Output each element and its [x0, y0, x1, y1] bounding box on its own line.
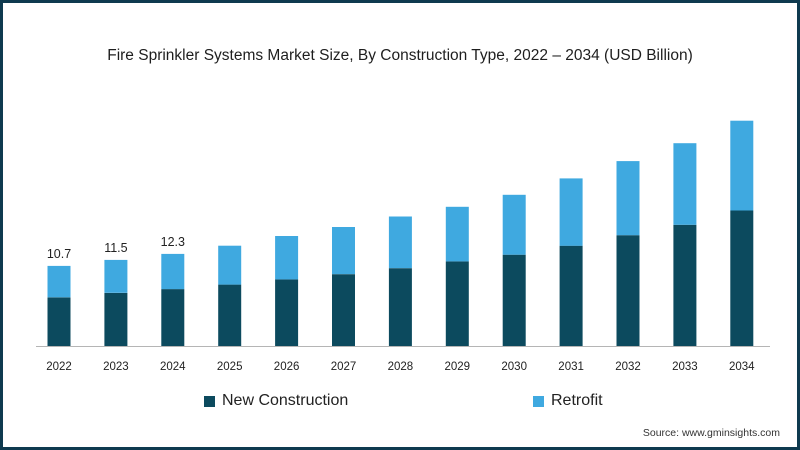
- bar-retrofit-2027: [332, 227, 355, 275]
- bar-new-construction-2028: [388, 268, 412, 346]
- bar-new-construction-2032: [616, 235, 640, 346]
- x-tick-label-2034: 2034: [729, 361, 755, 373]
- bar-new-construction-2033: [673, 224, 697, 346]
- bar-new-construction-2029: [445, 261, 469, 346]
- bar-retrofit-2024: [161, 253, 185, 290]
- bar-retrofit-2026: [275, 236, 299, 280]
- bar-retrofit-2022: [47, 265, 71, 298]
- data-label-2024: 12.3: [161, 235, 185, 249]
- x-tick-label-2025: 2025: [217, 361, 243, 373]
- bar-new-construction-2024: [161, 289, 185, 346]
- legend-label-retrofit: Retrofit: [551, 392, 603, 409]
- bar-new-construction-2022: [47, 297, 71, 346]
- data-label-2023: 11.5: [104, 241, 127, 255]
- x-tick-label-2022: 2022: [46, 361, 72, 373]
- bar-retrofit-2030: [502, 194, 526, 255]
- bar-retrofit-2029: [445, 206, 469, 262]
- bar-new-construction-2027: [332, 274, 355, 346]
- data-label-2022: 10.7: [47, 247, 71, 261]
- bar-new-construction-2026: [275, 279, 299, 346]
- bar-new-construction-2025: [218, 284, 242, 346]
- x-tick-label-2026: 2026: [274, 361, 300, 373]
- chart-title: Fire Sprinkler Systems Market Size, By C…: [107, 47, 693, 64]
- bar-retrofit-2034: [730, 120, 754, 211]
- x-tick-label-2024: 2024: [160, 361, 186, 373]
- x-tick-label-2029: 2029: [445, 361, 471, 373]
- x-tick-label-2030: 2030: [501, 361, 527, 373]
- source-note: Source: www.gminsights.com: [642, 427, 780, 439]
- legend-swatch-retrofit: [533, 395, 544, 407]
- bar-new-construction-2031: [559, 245, 583, 346]
- bar-retrofit-2033: [673, 143, 697, 225]
- x-tick-label-2033: 2033: [672, 361, 698, 373]
- legend: New Construction Retrofit: [0, 392, 800, 414]
- legend-item-new-construction: New Construction: [204, 392, 348, 410]
- x-tick-label-2031: 2031: [558, 361, 584, 373]
- legend-label-new-construction: New Construction: [222, 392, 349, 409]
- bar-retrofit-2032: [616, 161, 640, 236]
- x-tick-label-2032: 2032: [615, 361, 641, 373]
- bar-retrofit-2031: [559, 178, 583, 246]
- bar-retrofit-2023: [104, 259, 128, 293]
- legend-item-retrofit: Retrofit: [533, 392, 603, 410]
- bar-retrofit-2025: [218, 245, 242, 285]
- bar-new-construction-2030: [502, 254, 526, 346]
- bar-new-construction-2034: [730, 210, 754, 346]
- x-tick-label-2023: 2023: [103, 361, 129, 373]
- legend-swatch-new-construction: [204, 395, 215, 407]
- x-tick-label-2028: 2028: [388, 361, 414, 373]
- bar-retrofit-2028: [388, 216, 412, 269]
- x-tick-label-2027: 2027: [331, 361, 357, 373]
- bar-new-construction-2023: [104, 292, 128, 346]
